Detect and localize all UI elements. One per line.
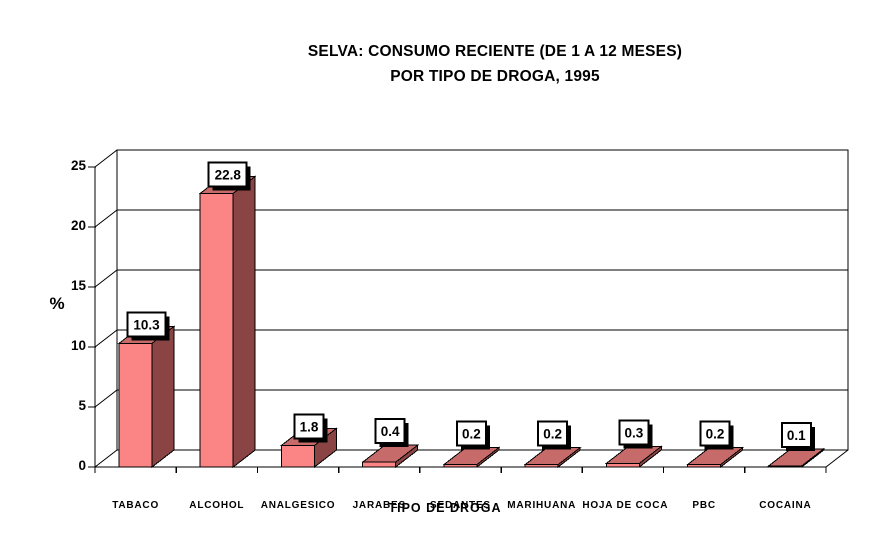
gridline-depth-connector bbox=[94, 209, 118, 228]
data-label-box bbox=[207, 161, 248, 188]
bar-front-face bbox=[605, 462, 640, 468]
gridline-depth-connector bbox=[94, 329, 118, 348]
bar-front-face bbox=[118, 342, 153, 468]
y-tick-label: 15 bbox=[70, 278, 86, 293]
gridline-depth-connector bbox=[94, 389, 118, 408]
data-label-box bbox=[374, 418, 406, 445]
y-tick-label: 10 bbox=[70, 338, 86, 353]
gridline-depth-connector bbox=[94, 449, 118, 468]
bar-front-face bbox=[524, 464, 559, 468]
bar-top-face bbox=[767, 448, 826, 467]
x-category-label: HOJA DE COCA bbox=[582, 500, 669, 511]
data-label-text: 1.8 bbox=[300, 419, 319, 434]
data-label-box bbox=[537, 420, 569, 447]
chart-title-line2: POR TIPO DE DROGA, 1995 bbox=[390, 68, 600, 85]
x-category-label: JARABES bbox=[352, 500, 406, 511]
data-label-text: 0.3 bbox=[624, 425, 643, 440]
chart-title: SELVA: CONSUMO RECIENTE (DE 1 A 12 MESES… bbox=[95, 39, 893, 89]
data-label-text: 0.4 bbox=[381, 424, 400, 439]
gridline-depth-connector bbox=[94, 269, 118, 288]
x-category-label: COCAINA bbox=[759, 500, 812, 511]
y-tick-label: 0 bbox=[78, 458, 86, 473]
y-tick-label: 20 bbox=[70, 218, 86, 233]
data-label-box bbox=[126, 311, 167, 338]
y-tick-label: 25 bbox=[70, 158, 86, 173]
data-label-box bbox=[293, 413, 325, 440]
bar-front-face bbox=[443, 464, 478, 468]
data-label-text: 0.2 bbox=[462, 427, 481, 442]
x-axis-title: TIPO DE DROGA bbox=[388, 501, 502, 515]
x-category-label: PBC bbox=[692, 500, 716, 511]
bar-front-face bbox=[687, 464, 722, 468]
chart-title-line1: SELVA: CONSUMO RECIENTE (DE 1 A 12 MESES… bbox=[307, 43, 683, 60]
data-label-text: 0.2 bbox=[706, 427, 725, 442]
data-label-text: 0.1 bbox=[787, 428, 806, 443]
floor-depth-connector bbox=[825, 449, 849, 468]
data-label-text: 22.8 bbox=[215, 167, 242, 182]
x-category-label: ANALGESICO bbox=[260, 500, 336, 511]
bar-side-face bbox=[151, 325, 175, 469]
data-label-box bbox=[699, 420, 731, 447]
y-axis-title: % bbox=[49, 294, 65, 313]
x-category-label: SEDANTES bbox=[430, 500, 491, 511]
data-label-text: 10.3 bbox=[133, 317, 160, 332]
x-category-label: MARIHUANA bbox=[507, 500, 577, 511]
bar-side-face bbox=[232, 175, 256, 469]
x-category-label: ALCOHOL bbox=[189, 500, 245, 511]
data-label-box bbox=[780, 421, 812, 448]
bar-front-face bbox=[199, 192, 234, 468]
bar-front-face bbox=[768, 465, 803, 468]
data-label-box bbox=[455, 420, 487, 447]
y-tick-label: 5 bbox=[78, 398, 86, 413]
gridline-depth-connector bbox=[94, 149, 118, 168]
bar-front-face bbox=[362, 461, 397, 468]
bar-front-face bbox=[280, 444, 315, 468]
data-label-box bbox=[618, 419, 650, 446]
x-category-label: TABACO bbox=[112, 500, 160, 511]
data-label-text: 0.2 bbox=[543, 427, 562, 442]
